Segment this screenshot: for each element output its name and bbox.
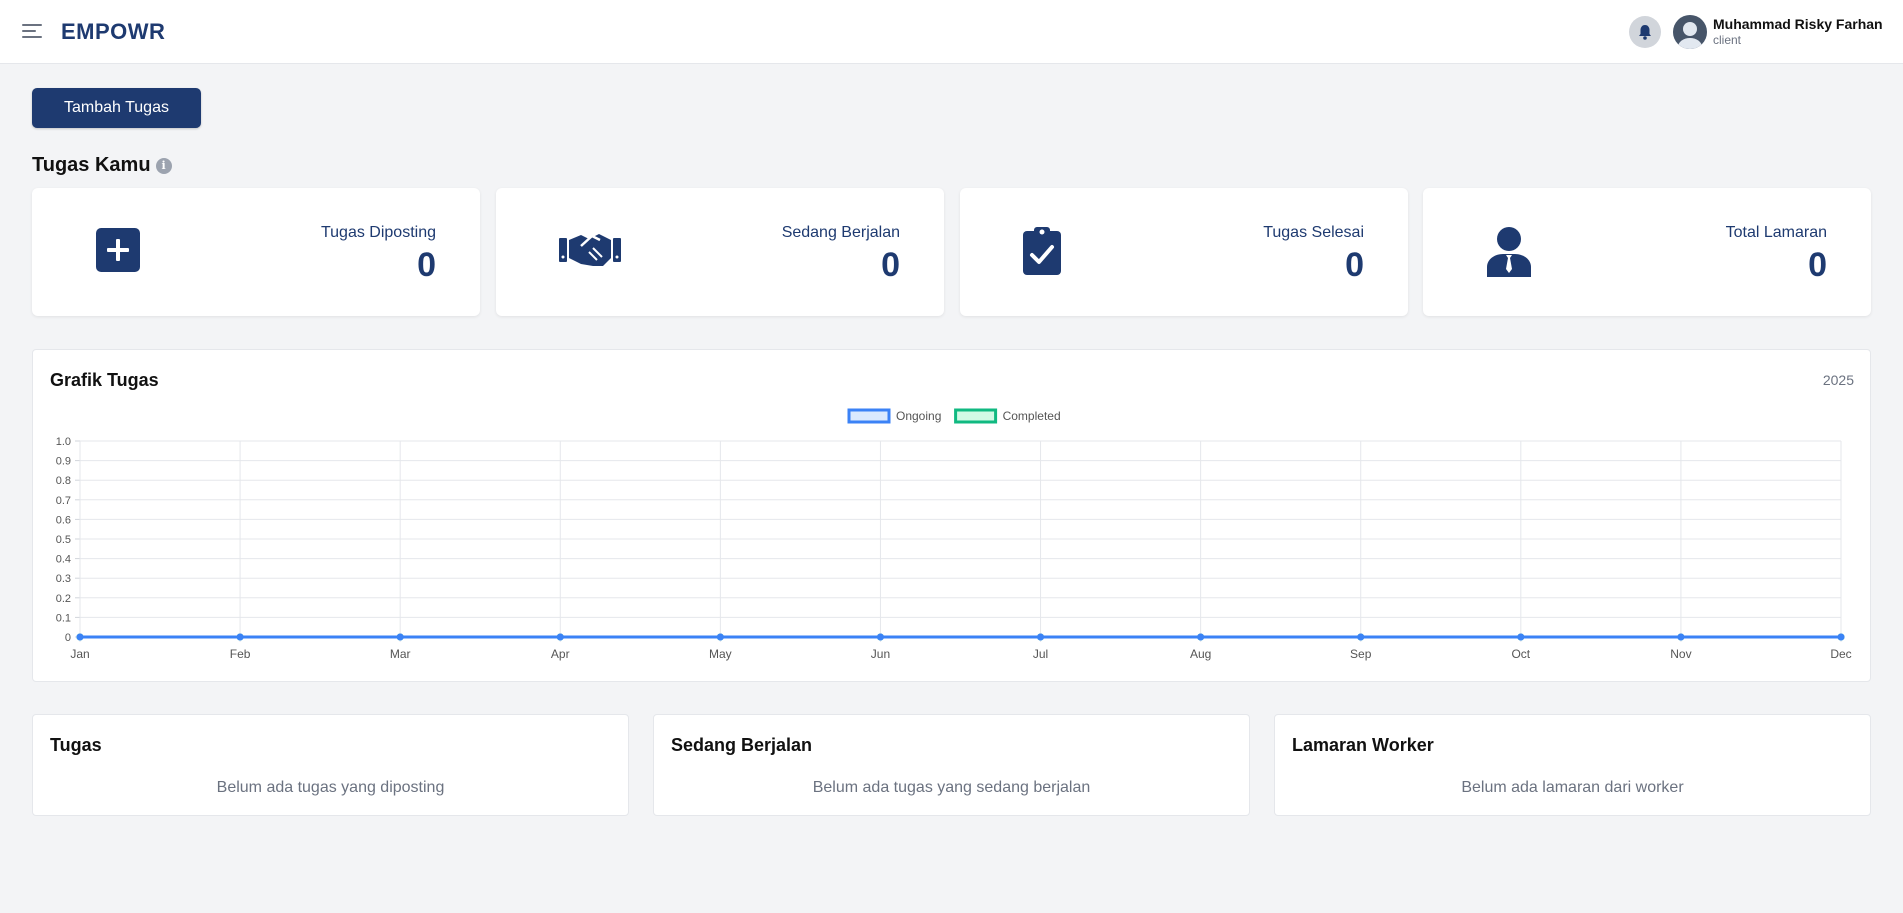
x-tick-label: Oct bbox=[1511, 647, 1530, 661]
x-tick-label: May bbox=[709, 647, 732, 661]
y-tick-label: 0.1 bbox=[56, 612, 71, 624]
data-point-ongoing bbox=[716, 633, 724, 641]
stat-card-applications: Total Lamaran 0 bbox=[1423, 188, 1871, 316]
line-chart: 0 0.1 0.2 0.3 0.4 0.5 0.6 0.7 0.8 0.9 1.0 Jan Feb Mar… bbox=[56, 408, 1852, 661]
x-tick-label: Mar bbox=[390, 647, 411, 661]
legend-label-ongoing: Ongoing bbox=[896, 409, 941, 423]
x-tick-label: Apr bbox=[551, 647, 570, 661]
y-tick-label: 0.7 bbox=[56, 495, 71, 507]
chart-title: Grafik Tugas bbox=[50, 370, 159, 390]
data-point-ongoing bbox=[876, 633, 884, 641]
stat-value: 0 bbox=[1808, 246, 1827, 284]
notifications-button[interactable] bbox=[1629, 16, 1661, 48]
x-tick-label: Jul bbox=[1033, 647, 1048, 661]
x-tick-label: Sep bbox=[1350, 647, 1372, 661]
bell-icon bbox=[1639, 25, 1651, 40]
stat-value: 0 bbox=[417, 246, 436, 284]
data-point-ongoing bbox=[1837, 633, 1845, 641]
data-point-ongoing bbox=[1357, 633, 1365, 641]
y-tick-label: 0.5 bbox=[56, 534, 71, 546]
info-icon[interactable]: i bbox=[155, 157, 172, 174]
stat-card-completed: Tugas Selesai 0 bbox=[960, 188, 1408, 316]
legend-label-completed: Completed bbox=[1003, 409, 1061, 423]
task-chart-card: Grafik Tugas 2025 0 0.1 0.2 0.3 0.4 0.5 0.6 0.7… bbox=[32, 349, 1871, 682]
x-tick-label: Aug bbox=[1190, 647, 1211, 661]
stat-label: Tugas Selesai bbox=[1263, 224, 1364, 241]
data-point-ongoing bbox=[1037, 633, 1045, 641]
add-task-button[interactable]: Tambah Tugas bbox=[32, 88, 201, 128]
user-name[interactable]: Muhammad Risky Farhan bbox=[1713, 16, 1883, 32]
ongoing-list-card: Sedang Berjalan Belum ada tugas yang sed… bbox=[653, 714, 1250, 816]
stat-card-posted: Tugas Diposting 0 bbox=[32, 188, 480, 316]
stat-value: 0 bbox=[1345, 246, 1364, 284]
y-tick-label: 0 bbox=[65, 632, 71, 644]
empty-state: Belum ada tugas yang sedang berjalan bbox=[812, 779, 1091, 796]
list-title: Sedang Berjalan bbox=[671, 735, 813, 755]
legend-swatch-completed bbox=[954, 408, 998, 424]
y-tick-label: 0.4 bbox=[56, 554, 71, 566]
y-tick-label: 0.9 bbox=[56, 456, 71, 468]
clipboard-check-icon bbox=[1023, 227, 1061, 275]
plus-square-icon bbox=[96, 228, 140, 272]
y-tick-label: 0.3 bbox=[56, 573, 71, 585]
y-tick-label: 0.2 bbox=[56, 593, 71, 605]
section-title-text: Tugas Kamu bbox=[32, 154, 151, 176]
tasks-list-card: Tugas Belum ada tugas yang diposting bbox=[32, 714, 629, 816]
user-avatar-icon bbox=[1673, 15, 1707, 49]
data-point-ongoing bbox=[396, 633, 404, 641]
applications-list-card: Lamaran Worker Belum ada lamaran dari wo… bbox=[1274, 714, 1871, 816]
stat-label: Tugas Diposting bbox=[320, 224, 436, 241]
data-point-ongoing bbox=[1197, 633, 1205, 641]
empty-state: Belum ada lamaran dari worker bbox=[1461, 779, 1684, 796]
app-logo[interactable]: EMPOWR bbox=[61, 19, 166, 44]
avatar[interactable] bbox=[1673, 15, 1707, 49]
data-point-ongoing bbox=[556, 633, 564, 641]
hamburger-icon[interactable] bbox=[22, 24, 42, 40]
section-title: Tugas Kamu i bbox=[32, 154, 172, 177]
y-tick-label: 0.6 bbox=[56, 514, 71, 526]
chart-year[interactable]: 2025 bbox=[1822, 372, 1854, 388]
stat-label: Sedang Berjalan bbox=[781, 224, 900, 241]
data-point-ongoing bbox=[1677, 633, 1685, 641]
y-tick-label: 1.0 bbox=[56, 436, 71, 448]
x-tick-label: Feb bbox=[230, 647, 251, 661]
x-tick-label: Jan bbox=[70, 647, 89, 661]
handshake-icon bbox=[559, 234, 621, 266]
data-point-ongoing bbox=[76, 633, 84, 641]
user-tie-icon bbox=[1487, 227, 1531, 277]
stat-label: Total Lamaran bbox=[1725, 224, 1827, 241]
legend-swatch-ongoing bbox=[847, 408, 891, 424]
top-bar: EMPOWR Muhammad Risky Farhan client bbox=[0, 0, 1903, 64]
x-tick-label: Jun bbox=[871, 647, 890, 661]
list-title: Lamaran Worker bbox=[1292, 735, 1434, 755]
user-role: client bbox=[1713, 33, 1742, 47]
data-point-ongoing bbox=[236, 633, 244, 641]
stat-value: 0 bbox=[881, 246, 900, 284]
list-title: Tugas bbox=[50, 735, 102, 755]
data-point-ongoing bbox=[1517, 633, 1525, 641]
stat-card-ongoing: Sedang Berjalan 0 bbox=[496, 188, 944, 316]
y-tick-label: 0.8 bbox=[56, 475, 71, 487]
x-tick-label: Dec bbox=[1830, 647, 1851, 661]
x-tick-label: Nov bbox=[1670, 647, 1691, 661]
empty-state: Belum ada tugas yang diposting bbox=[216, 779, 445, 796]
